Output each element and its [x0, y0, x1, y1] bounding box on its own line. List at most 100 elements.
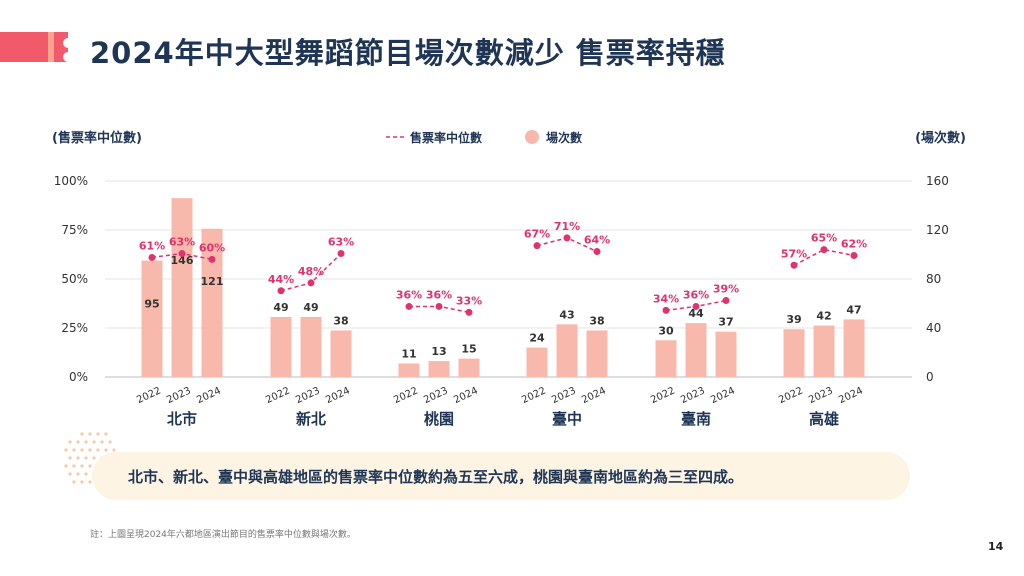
bar — [556, 324, 578, 377]
rate-value-label: 63% — [169, 236, 195, 249]
decoration-dot — [72, 464, 76, 468]
rate-point — [850, 251, 858, 259]
right-tick-label: 80 — [926, 272, 941, 286]
rate-point — [465, 308, 473, 316]
rate-value-label: 36% — [683, 288, 709, 301]
rate-value-label: 67% — [524, 228, 550, 241]
decoration-dot — [80, 480, 84, 484]
rate-value-label: 36% — [396, 288, 422, 301]
rate-point — [277, 287, 285, 295]
bar — [783, 329, 805, 377]
decoration-dot — [112, 448, 116, 452]
year-tick-label: 2022 — [264, 385, 292, 406]
decoration-dot — [108, 440, 112, 444]
legend-line-label: 售票率中位數 — [410, 130, 482, 145]
year-tick-label: 2024 — [580, 385, 608, 406]
bar-value-label: 146 — [171, 254, 194, 267]
left-axis-title: (售票率中位數) — [52, 130, 142, 146]
year-tick-label: 2024 — [837, 385, 865, 406]
ticket-decoration-icon — [0, 32, 68, 62]
decoration-dot — [92, 456, 96, 460]
year-tick-label: 2023 — [679, 385, 707, 406]
decoration-dot — [88, 464, 92, 468]
region-label: 高雄 — [809, 410, 839, 428]
rate-point — [533, 242, 541, 250]
page-title: 2024年中大型舞蹈節目場次數減少 售票率持穩 — [90, 36, 726, 70]
decoration-dot — [76, 440, 80, 444]
bar-value-label: 49 — [273, 301, 288, 314]
legend-bar-swatch — [525, 130, 539, 144]
bar-value-label: 37 — [718, 316, 733, 329]
page-number: 14 — [988, 540, 1004, 553]
bar — [171, 198, 193, 377]
year-tick-label: 2023 — [294, 385, 322, 406]
region-label: 新北 — [296, 410, 326, 428]
bar-value-label: 24 — [529, 332, 545, 345]
summary-box — [92, 452, 910, 500]
rate-point — [148, 253, 156, 261]
decoration-dot — [68, 472, 72, 476]
rate-value-label: 34% — [653, 292, 679, 305]
rate-point — [178, 250, 186, 258]
bar — [201, 228, 223, 377]
decoration-dot — [88, 432, 92, 436]
left-tick-label: 0% — [69, 370, 88, 384]
bar-value-label: 49 — [303, 301, 318, 314]
bar-value-label: 13 — [431, 345, 446, 358]
year-tick-label: 2024 — [452, 385, 480, 406]
rate-point — [307, 279, 315, 287]
rate-point — [593, 248, 601, 256]
rate-value-label: 44% — [268, 273, 294, 286]
rate-value-label: 39% — [713, 283, 739, 296]
decoration-dot — [100, 440, 104, 444]
decoration-dot — [104, 432, 108, 436]
decoration-dot — [64, 448, 68, 452]
decoration-dot — [84, 472, 88, 476]
chart: 0% 25% 50% 75% 100% 0 40 80 120 160 (售票率中位數) (場次數) 售… — [52, 130, 966, 428]
rate-value-label: 33% — [456, 294, 482, 307]
decoration-dot — [64, 464, 68, 468]
bar — [398, 363, 420, 377]
bar — [270, 316, 292, 377]
bar-value-label: 38 — [589, 314, 604, 327]
rate-point — [208, 255, 216, 263]
footnote: 註：上圖呈現2024年六都地區演出節目的售票率中位數與場次數。 — [90, 530, 356, 540]
bar — [586, 330, 608, 377]
rate-point — [405, 302, 413, 310]
decoration-dot — [68, 456, 72, 460]
rate-value-label: 61% — [139, 239, 165, 252]
bar — [330, 330, 352, 377]
left-tick-label: 25% — [61, 321, 88, 335]
bar-value-label: 15 — [461, 343, 476, 356]
decoration-dot — [80, 464, 84, 468]
bar — [428, 361, 450, 377]
year-tick-label: 2023 — [807, 385, 835, 406]
year-tick-label: 2022 — [649, 385, 677, 406]
rate-value-label: 63% — [328, 236, 354, 249]
decoration-dot — [76, 472, 80, 476]
bar-value-label: 121 — [201, 275, 224, 288]
region-label: 桃園 — [424, 410, 454, 428]
rate-value-label: 57% — [781, 247, 807, 260]
rate-point — [337, 250, 345, 258]
bar-value-label: 95 — [144, 298, 159, 311]
right-tick-label: 160 — [926, 174, 949, 188]
bar-value-label: 47 — [846, 303, 861, 316]
bar-value-label: 11 — [401, 348, 416, 361]
bar-value-label: 42 — [816, 310, 831, 323]
bar — [458, 358, 480, 377]
decoration-dot — [88, 448, 92, 452]
decoration-dot — [72, 480, 76, 484]
bar-value-label: 44 — [688, 307, 704, 320]
decoration-dot — [88, 480, 92, 484]
bar — [655, 340, 677, 377]
right-tick-label: 0 — [926, 370, 934, 384]
bar-value-label: 30 — [658, 324, 674, 337]
rate-point — [435, 302, 443, 310]
bar-value-label: 38 — [333, 314, 348, 327]
rate-value-label: 64% — [584, 234, 610, 247]
year-tick-label: 2023 — [550, 385, 578, 406]
rate-value-label: 62% — [841, 237, 867, 250]
decoration-dot — [92, 440, 96, 444]
rate-point — [692, 302, 700, 310]
